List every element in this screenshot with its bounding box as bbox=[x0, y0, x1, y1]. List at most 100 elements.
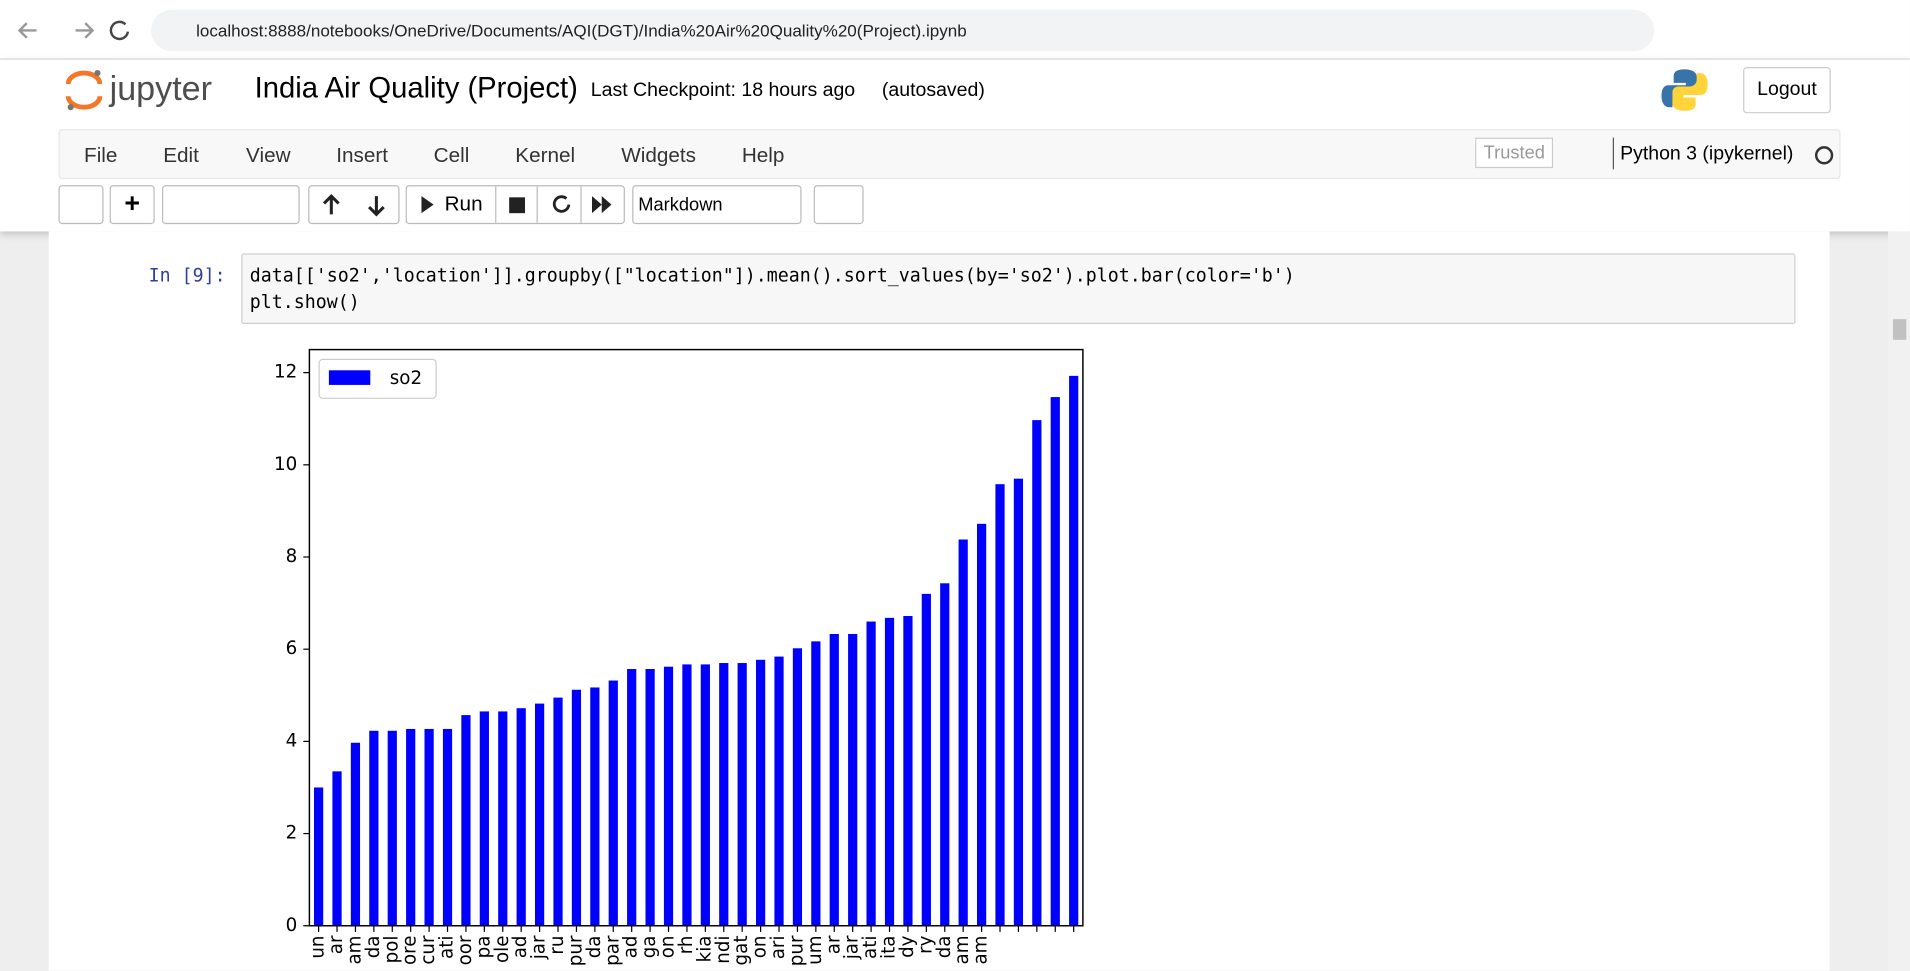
x-tick-label: ru bbox=[547, 936, 568, 955]
bar bbox=[406, 728, 416, 926]
move-buttons[interactable] bbox=[308, 185, 400, 225]
menu-item[interactable]: View bbox=[246, 143, 291, 167]
save-button[interactable] bbox=[58, 185, 104, 225]
menu-item[interactable]: Widgets bbox=[621, 143, 697, 167]
x-tick-label: gat bbox=[731, 936, 752, 966]
jupyter-logo bbox=[65, 70, 103, 111]
notebook-title[interactable]: India Air Quality (Project) bbox=[254, 71, 578, 105]
bar bbox=[995, 484, 1005, 926]
bar bbox=[314, 787, 324, 926]
x-tick-label: on bbox=[750, 936, 771, 959]
checkpoint: Last Checkpoint: 18 hours ago bbox=[590, 80, 856, 102]
x-tick-label: ari bbox=[768, 936, 789, 960]
bar bbox=[534, 703, 545, 926]
bar bbox=[884, 617, 895, 926]
bar bbox=[774, 656, 784, 926]
legend-label: so2 bbox=[390, 368, 422, 389]
bar bbox=[958, 539, 968, 926]
bar bbox=[1050, 397, 1060, 926]
browser-bar: localhost:8888/notebooks/OneDrive/Docume… bbox=[0, 0, 1910, 60]
bar bbox=[921, 593, 931, 926]
notebook bbox=[48, 231, 1830, 971]
bar bbox=[792, 648, 803, 926]
logout-button[interactable]: Logout bbox=[1743, 66, 1831, 114]
bar bbox=[645, 669, 655, 926]
legend-swatch bbox=[328, 370, 371, 385]
run-icons bbox=[421, 186, 612, 223]
arrows bbox=[322, 193, 385, 217]
address-bar[interactable]: localhost:8888/notebooks/OneDrive/Docume… bbox=[151, 9, 1655, 52]
bar bbox=[608, 680, 618, 926]
code-line: data[['so2','location']].groupby(["locat… bbox=[249, 264, 1295, 287]
x-tick-label: kia bbox=[694, 936, 715, 963]
x-tick-label: jar bbox=[529, 935, 550, 960]
bar bbox=[737, 663, 747, 926]
x-tick-label: da bbox=[584, 936, 605, 959]
cell-prompt: In [9]: bbox=[148, 264, 226, 287]
run-label: Run bbox=[444, 192, 483, 216]
bar bbox=[627, 669, 637, 926]
x-tick-label: da bbox=[934, 936, 955, 959]
x-tick-label: rh bbox=[676, 936, 697, 955]
x-tick-label: pol bbox=[381, 936, 402, 964]
menu-item[interactable]: Cell bbox=[433, 143, 470, 167]
x-tick-label: oor bbox=[455, 935, 476, 965]
menu-item[interactable]: Kernel bbox=[515, 143, 576, 167]
bar bbox=[829, 633, 839, 926]
x-tick-label: am bbox=[952, 936, 973, 965]
bar bbox=[387, 730, 397, 926]
menu-item[interactable]: Help bbox=[741, 143, 785, 167]
bar bbox=[1013, 478, 1024, 926]
keyboard-button[interactable] bbox=[813, 185, 864, 225]
y-tick-label: 2 bbox=[286, 823, 298, 844]
x-tick-label: jar bbox=[842, 935, 863, 960]
scrollbar[interactable] bbox=[1888, 231, 1910, 971]
trusted-badge[interactable]: Trusted bbox=[1475, 137, 1554, 169]
bar bbox=[1069, 375, 1079, 926]
x-tick-label: ndi bbox=[713, 936, 734, 964]
bar bbox=[479, 711, 489, 926]
chart: 024681012unaramdapolorecuratioorpaoleadj… bbox=[274, 348, 1084, 966]
y-tick-label: 8 bbox=[286, 546, 298, 567]
run-controls[interactable]: Run bbox=[405, 185, 625, 225]
y-tick-label: 12 bbox=[274, 362, 297, 383]
bar bbox=[553, 697, 563, 926]
x-tick-label: ar bbox=[326, 935, 347, 954]
nav-icons bbox=[17, 20, 130, 41]
x-tick-label: cur bbox=[418, 935, 439, 965]
y-tick-label: 10 bbox=[274, 454, 297, 475]
bar bbox=[571, 689, 582, 926]
y-tick-label: 6 bbox=[286, 638, 298, 659]
bar bbox=[461, 715, 471, 926]
x-tick-label: da bbox=[363, 936, 384, 959]
code-line: plt.show() bbox=[249, 291, 360, 314]
bar bbox=[755, 659, 766, 926]
menu-item[interactable]: File bbox=[84, 143, 118, 167]
menu-item[interactable]: Edit bbox=[163, 143, 199, 167]
bar bbox=[663, 666, 674, 926]
bar bbox=[940, 583, 950, 926]
bar bbox=[1032, 420, 1042, 926]
cell-type-select[interactable]: Markdown bbox=[632, 185, 802, 225]
bar bbox=[848, 633, 858, 926]
kernel-name: Python 3 (ipykernel) bbox=[1620, 143, 1794, 165]
bar bbox=[682, 664, 692, 926]
code-cell[interactable]: data[['so2','location']].groupby(["locat… bbox=[241, 253, 1796, 325]
bar bbox=[498, 711, 508, 926]
y-tick-label: 0 bbox=[286, 915, 298, 936]
add-cell-button[interactable]: + bbox=[109, 185, 155, 225]
x-tick-label: um bbox=[805, 936, 826, 965]
x-tick-label: ry bbox=[915, 935, 936, 954]
x-tick-label: ati bbox=[860, 936, 881, 959]
jupyter-header: jupyter India Air Quality (Project) Last… bbox=[0, 59, 1910, 232]
bar bbox=[424, 728, 434, 926]
edit-buttons[interactable] bbox=[162, 185, 300, 225]
menu-item[interactable]: Insert bbox=[336, 143, 389, 167]
bar bbox=[369, 730, 379, 926]
x-tick-label: un bbox=[308, 936, 329, 959]
url-text: localhost:8888/notebooks/OneDrive/Docume… bbox=[196, 20, 967, 41]
cell-type: Markdown bbox=[638, 194, 723, 216]
scroll-thumb[interactable] bbox=[1892, 319, 1907, 340]
bar bbox=[976, 523, 987, 926]
